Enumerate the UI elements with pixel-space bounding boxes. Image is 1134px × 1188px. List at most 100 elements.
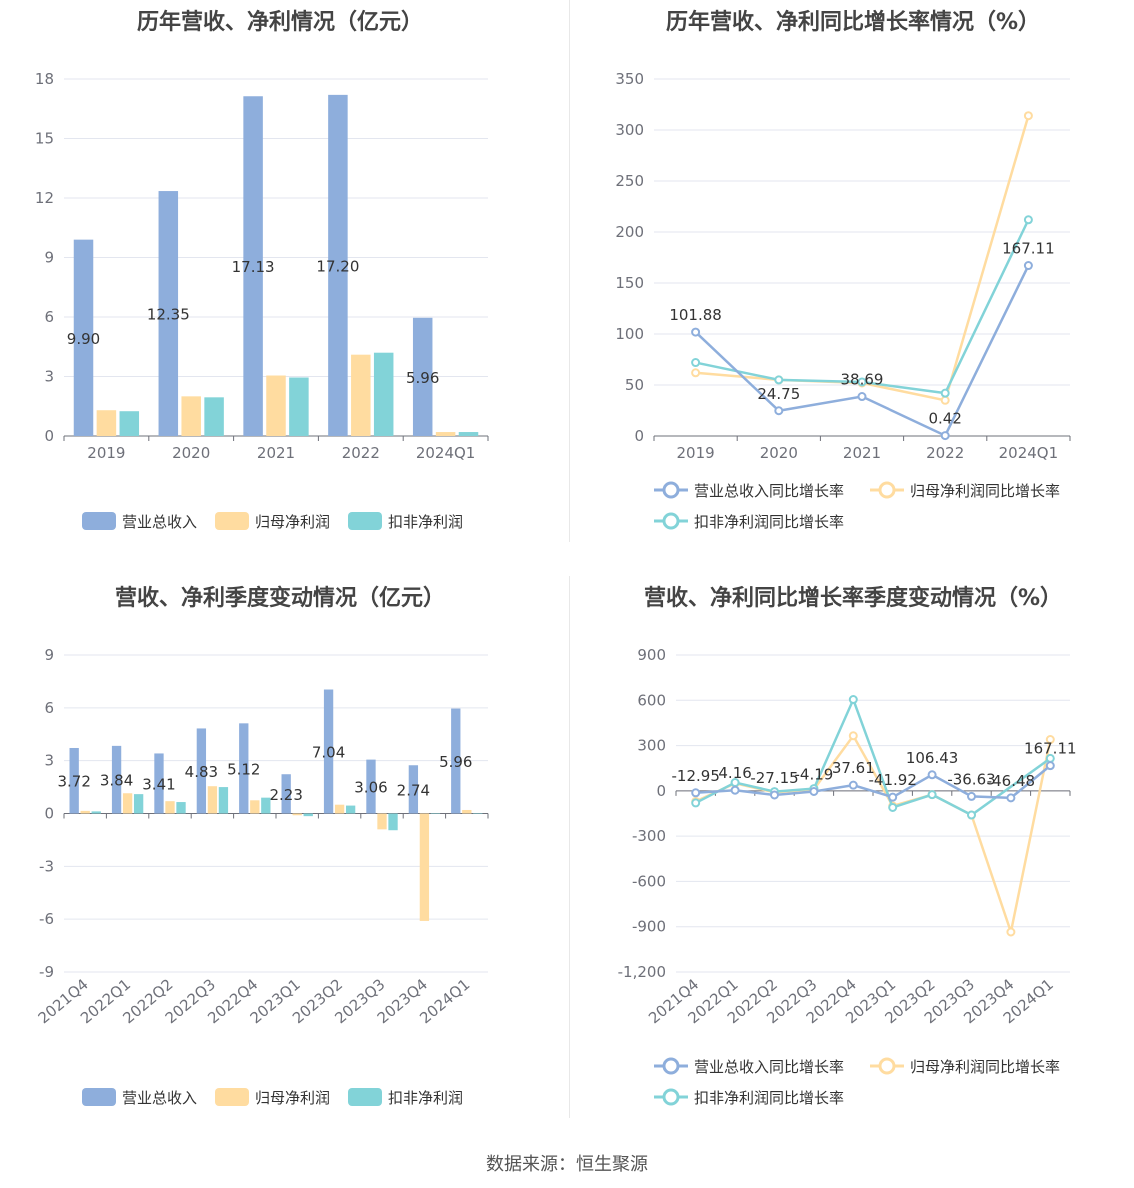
legend-marker[interactable]	[878, 481, 896, 499]
bar[interactable]	[218, 787, 229, 814]
bar[interactable]	[292, 813, 302, 816]
data-point[interactable]	[927, 770, 937, 780]
legend-label[interactable]: 归母净利润	[255, 1089, 330, 1107]
bar[interactable]	[158, 191, 179, 436]
data-point[interactable]	[774, 406, 784, 416]
bar[interactable]	[69, 747, 79, 814]
bar[interactable]	[207, 786, 218, 814]
data-point[interactable]	[691, 368, 701, 378]
data-point[interactable]	[848, 695, 858, 705]
legend-swatch[interactable]	[215, 512, 249, 530]
legend-marker[interactable]	[878, 1057, 896, 1075]
legend-swatch[interactable]	[215, 1088, 249, 1106]
bar[interactable]	[462, 809, 472, 814]
data-point[interactable]	[1023, 215, 1033, 225]
data-point[interactable]	[770, 790, 779, 800]
data-point[interactable]	[857, 392, 867, 402]
legend-label[interactable]: 营业总收入	[122, 513, 197, 531]
data-point[interactable]	[691, 327, 701, 337]
bar[interactable]	[111, 745, 122, 814]
bar[interactable]	[261, 797, 271, 814]
bar[interactable]	[239, 723, 249, 814]
data-point[interactable]	[1045, 735, 1055, 745]
bar[interactable]	[377, 813, 387, 830]
data-point[interactable]	[1045, 761, 1055, 771]
bar[interactable]	[366, 759, 376, 814]
data-point[interactable]	[940, 395, 950, 405]
bar[interactable]	[80, 810, 90, 814]
data-point[interactable]	[967, 791, 976, 801]
bar[interactable]	[289, 377, 309, 436]
bar[interactable]	[328, 94, 348, 436]
data-point[interactable]	[730, 785, 740, 795]
data-point[interactable]	[888, 802, 898, 812]
legend-label[interactable]: 营业总收入同比增长率	[694, 482, 844, 500]
legend-swatch[interactable]	[82, 512, 116, 530]
bar[interactable]	[196, 728, 207, 814]
bar[interactable]	[73, 239, 94, 436]
data-point[interactable]	[967, 810, 976, 820]
legend-marker[interactable]	[662, 1088, 680, 1106]
data-point[interactable]	[809, 786, 819, 796]
bar[interactable]	[412, 317, 433, 436]
bar[interactable]	[204, 397, 224, 436]
legend-label[interactable]: 扣非净利润同比增长率	[694, 513, 844, 531]
legend-marker[interactable]	[662, 512, 680, 530]
legend-swatch[interactable]	[348, 1088, 382, 1106]
bar[interactable]	[430, 813, 441, 815]
data-point[interactable]	[857, 377, 867, 387]
bar[interactable]	[154, 753, 164, 814]
data-point[interactable]	[927, 790, 937, 800]
bar[interactable]	[243, 96, 263, 436]
bar[interactable]	[133, 794, 144, 814]
data-point[interactable]	[940, 431, 950, 441]
bar[interactable]	[250, 800, 260, 814]
data-point[interactable]	[691, 788, 701, 798]
data-point[interactable]	[1023, 111, 1033, 121]
legend-label[interactable]: 营业总收入	[122, 1089, 197, 1107]
bar[interactable]	[351, 354, 371, 436]
legend-label[interactable]: 归母净利润同比增长率	[910, 482, 1060, 500]
data-point[interactable]	[1023, 261, 1033, 271]
data-point[interactable]	[691, 358, 701, 368]
legend-swatch[interactable]	[82, 1088, 116, 1106]
bar[interactable]	[388, 813, 398, 831]
legend-marker[interactable]	[662, 1057, 680, 1075]
bar[interactable]	[122, 793, 133, 814]
data-point[interactable]	[774, 375, 784, 385]
bar[interactable]	[96, 410, 117, 436]
bar[interactable]	[419, 813, 430, 921]
data-point[interactable]	[848, 780, 858, 790]
legend-swatch[interactable]	[348, 512, 382, 530]
legend-label[interactable]: 扣非净利润同比增长率	[694, 1089, 844, 1107]
bar[interactable]	[165, 801, 175, 814]
bar[interactable]	[345, 805, 356, 814]
legend-label[interactable]: 营业总收入同比增长率	[694, 1058, 844, 1076]
bar[interactable]	[119, 411, 140, 436]
bar[interactable]	[458, 432, 479, 436]
legend-marker[interactable]	[662, 481, 680, 499]
data-point[interactable]	[1006, 927, 1016, 937]
bar[interactable]	[323, 689, 334, 814]
data-point[interactable]	[848, 731, 858, 741]
bar[interactable]	[181, 396, 201, 436]
legend-label[interactable]: 归母净利润同比增长率	[910, 1058, 1060, 1076]
legend-label[interactable]: 归母净利润	[255, 513, 330, 531]
bar[interactable]	[266, 375, 286, 436]
legend-label[interactable]: 扣非净利润	[388, 1089, 463, 1107]
bar[interactable]	[176, 802, 186, 814]
bar[interactable]	[91, 811, 101, 814]
bar[interactable]	[473, 813, 483, 815]
data-point[interactable]	[1006, 793, 1016, 803]
bar[interactable]	[334, 804, 345, 814]
bar[interactable]	[303, 813, 313, 817]
legend-label[interactable]: 扣非净利润	[388, 513, 463, 531]
bar[interactable]	[451, 708, 461, 814]
data-point[interactable]	[691, 798, 701, 808]
data-point[interactable]	[940, 388, 950, 398]
bar[interactable]	[408, 765, 419, 814]
bar[interactable]	[435, 432, 456, 436]
data-point[interactable]	[888, 792, 898, 802]
bar[interactable]	[373, 352, 394, 436]
bar[interactable]	[281, 774, 291, 814]
